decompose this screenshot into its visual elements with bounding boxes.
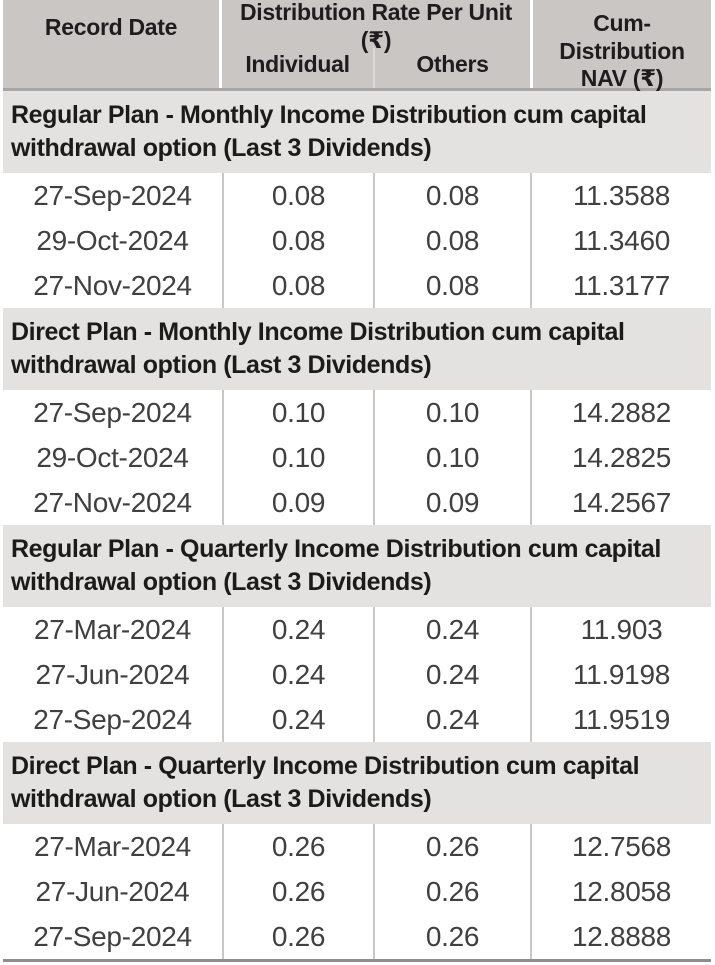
record-date-cell: 27-Jun-2024 bbox=[35, 658, 190, 690]
cum-nav-cell: 11.3588 bbox=[530, 173, 711, 218]
others-rate-cell: 0.08 bbox=[373, 263, 530, 308]
record-date-cell: 27-Sep-2024 bbox=[33, 396, 192, 428]
individual-rate-cell: 0.24 bbox=[222, 697, 373, 742]
section-regular-plan-monthly: Regular Plan - Monthly Income Distributi… bbox=[3, 91, 711, 308]
cum-nav-cell: 14.2825 bbox=[530, 435, 711, 480]
cum-nav-cell: 11.903 bbox=[530, 607, 711, 652]
individual-rate-cell: 0.10 bbox=[222, 435, 373, 480]
table-row: 27-Sep-2024 0.10 0.10 14.2882 bbox=[3, 390, 711, 435]
others-rate-cell: 0.26 bbox=[373, 824, 530, 869]
record-date-cell: 29-Oct-2024 bbox=[36, 224, 189, 256]
table-row: 29-Oct-2024 0.10 0.10 14.2825 bbox=[3, 435, 711, 480]
column-header-rate-group: Distribution Rate Per Unit (₹) bbox=[239, 0, 513, 53]
record-date-cell: 27-Mar-2024 bbox=[33, 830, 191, 862]
cum-nav-cell: 12.7568 bbox=[530, 824, 711, 869]
section-direct-plan-quarterly: Direct Plan - Quarterly Income Distribut… bbox=[3, 742, 711, 959]
cum-nav-cell: 11.9198 bbox=[530, 652, 711, 697]
individual-rate-cell: 0.26 bbox=[222, 824, 373, 869]
cum-nav-cell: 11.9519 bbox=[530, 697, 711, 742]
individual-rate-cell: 0.24 bbox=[222, 652, 373, 697]
column-header-others: Others bbox=[373, 48, 530, 88]
cum-nav-cell: 11.3177 bbox=[530, 263, 711, 308]
record-date-cell: 29-Oct-2024 bbox=[36, 441, 189, 473]
record-date-cell: 27-Nov-2024 bbox=[33, 486, 192, 518]
column-header-cum-distribution-nav: Cum-Distribution NAV (₹) bbox=[530, 0, 711, 91]
column-header-record-date: Record Date bbox=[3, 0, 222, 88]
others-rate-cell: 0.10 bbox=[373, 435, 530, 480]
section-title: Regular Plan - Quarterly Income Distribu… bbox=[3, 525, 711, 607]
cum-nav-cell: 14.2567 bbox=[530, 480, 711, 525]
cum-nav-cell: 12.8888 bbox=[530, 914, 711, 959]
others-rate-cell: 0.08 bbox=[373, 173, 530, 218]
individual-rate-cell: 0.26 bbox=[222, 914, 373, 959]
table-row: 27-Nov-2024 0.09 0.09 14.2567 bbox=[3, 480, 711, 525]
record-date-cell: 27-Jun-2024 bbox=[35, 875, 190, 907]
section-regular-plan-quarterly: Regular Plan - Quarterly Income Distribu… bbox=[3, 525, 711, 742]
record-date-cell: 27-Mar-2024 bbox=[33, 613, 191, 645]
table-row: 29-Oct-2024 0.08 0.08 11.3460 bbox=[3, 218, 711, 263]
others-rate-cell: 0.09 bbox=[373, 480, 530, 525]
individual-rate-cell: 0.08 bbox=[222, 173, 373, 218]
table-row: 27-Mar-2024 0.26 0.26 12.7568 bbox=[3, 824, 711, 869]
table-row: 27-Nov-2024 0.08 0.08 11.3177 bbox=[3, 263, 711, 308]
others-rate-cell: 0.24 bbox=[373, 607, 530, 652]
table-row: 27-Sep-2024 0.24 0.24 11.9519 bbox=[3, 697, 711, 742]
individual-rate-cell: 0.08 bbox=[222, 263, 373, 308]
table-header: Record Date Distribution Rate Per Unit (… bbox=[3, 0, 711, 91]
section-title: Direct Plan - Quarterly Income Distribut… bbox=[3, 742, 711, 824]
section-direct-plan-monthly: Direct Plan - Monthly Income Distributio… bbox=[3, 308, 711, 525]
others-rate-cell: 0.10 bbox=[373, 390, 530, 435]
cum-nav-cell: 12.8058 bbox=[530, 869, 711, 914]
individual-rate-cell: 0.26 bbox=[222, 869, 373, 914]
record-date-cell: 27-Sep-2024 bbox=[33, 179, 192, 211]
individual-rate-cell: 0.08 bbox=[222, 218, 373, 263]
table-row: 27-Mar-2024 0.24 0.24 11.903 bbox=[3, 607, 711, 652]
others-rate-cell: 0.08 bbox=[373, 218, 530, 263]
record-date-cell: 27-Sep-2024 bbox=[33, 703, 192, 735]
header-divider-line bbox=[3, 88, 711, 91]
section-title: Regular Plan - Monthly Income Distributi… bbox=[3, 91, 711, 173]
cum-nav-cell: 14.2882 bbox=[530, 390, 711, 435]
individual-rate-cell: 0.10 bbox=[222, 390, 373, 435]
others-rate-cell: 0.24 bbox=[373, 652, 530, 697]
cum-nav-cell: 11.3460 bbox=[530, 218, 711, 263]
others-rate-cell: 0.26 bbox=[373, 869, 530, 914]
record-date-cell: 27-Nov-2024 bbox=[33, 269, 192, 301]
column-header-individual: Individual bbox=[245, 51, 350, 77]
record-date-cell: 27-Sep-2024 bbox=[33, 920, 192, 952]
others-rate-cell: 0.24 bbox=[373, 697, 530, 742]
others-rate-cell: 0.26 bbox=[373, 914, 530, 959]
table-row: 27-Jun-2024 0.26 0.26 12.8058 bbox=[3, 869, 711, 914]
table-row: 27-Jun-2024 0.24 0.24 11.9198 bbox=[3, 652, 711, 697]
table-row: 27-Sep-2024 0.26 0.26 12.8888 bbox=[3, 914, 711, 959]
individual-rate-cell: 0.09 bbox=[222, 480, 373, 525]
individual-rate-cell: 0.24 bbox=[222, 607, 373, 652]
table-row: 27-Sep-2024 0.08 0.08 11.3588 bbox=[3, 173, 711, 218]
section-title: Direct Plan - Monthly Income Distributio… bbox=[3, 308, 711, 390]
